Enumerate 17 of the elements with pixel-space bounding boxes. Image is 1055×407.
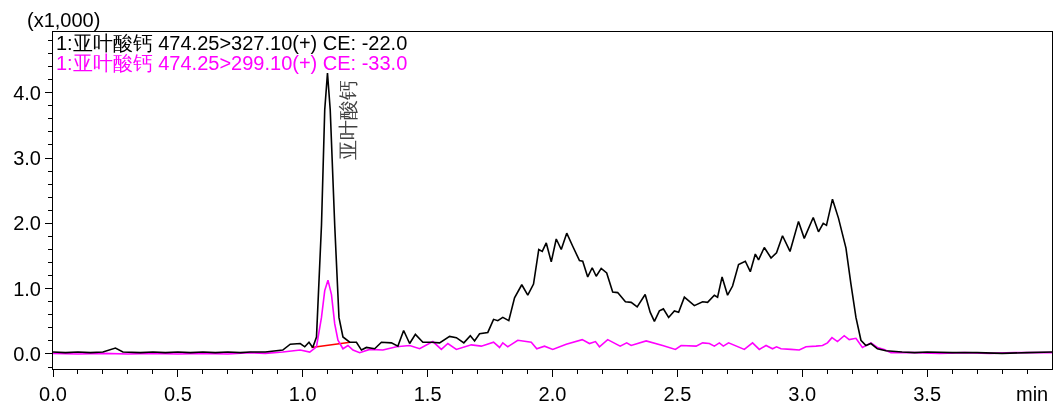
x-tick-label: 1.0 [288,383,317,405]
x-tick-label: 3.0 [788,383,817,405]
y-axis-title: (x1,000) [27,9,101,31]
annotation: 亚叶酸钙 [337,79,360,160]
x-tick-label: 0.5 [163,383,192,405]
x-tick-label: 2.0 [538,383,567,405]
x-tick-label: 0.0 [39,383,67,405]
y-tick-label: 2.0 [13,212,41,235]
y-tick-label: 4.0 [13,81,41,104]
x-tick-label: 2.5 [663,383,692,405]
text: 1:亚叶酸钙 474.25>327.10(+) CE: -22.0 [56,32,408,54]
y-tick-label: 3.0 [13,147,41,170]
x-tick-label: 3.5 [913,383,942,405]
x-axis-title: min [1016,383,1049,405]
y-tick-label: 1.0 [13,277,41,300]
y-tick-label: 0.0 [13,342,41,365]
x-tick-label: 1.5 [413,383,442,405]
